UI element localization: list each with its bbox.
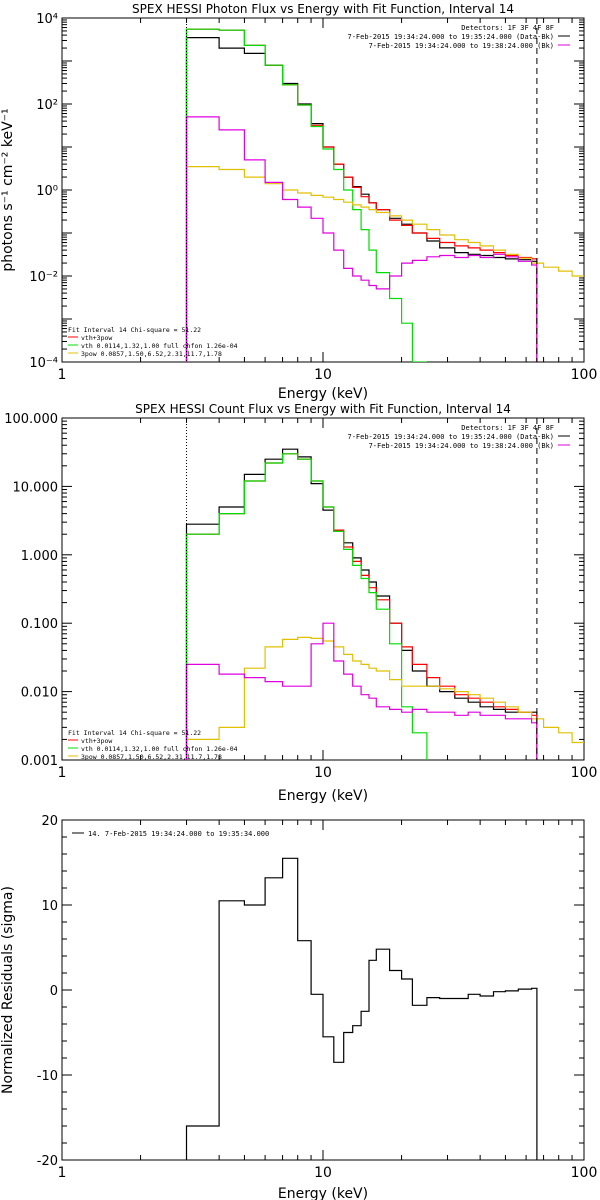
y-tick-label: 0 [50, 984, 58, 999]
fit-info-label: Fit Interval 14 Chi-square = 51.22 [68, 729, 201, 737]
series-line-5 [185, 622, 538, 760]
y-tick-label: 10⁻⁴ [29, 356, 58, 371]
y-axis-label: Normalized Residuals (sigma) [0, 886, 16, 1094]
x-axis-label: Energy (keV) [278, 1186, 368, 1200]
y-tick-label: 10² [36, 98, 58, 113]
x-tick-label: 10 [314, 1165, 332, 1181]
y-tick-label: 0.010 [21, 686, 58, 701]
y-tick-label: 10⁰ [36, 184, 58, 199]
x-tick-label: 100 [571, 1165, 598, 1181]
legend-entry: 3pow 0.0857,1.50,6.52,2.31,11.7,1.78 [81, 350, 222, 358]
legend-entry: 3pow 0.0857,1.50,6.52,2.31,11.7,1.78 [81, 753, 222, 761]
chart-title: SPEX HESSI Photon Flux vs Energy with Fi… [132, 2, 514, 16]
x-tick-label: 100 [571, 765, 598, 781]
y-tick-label: 0.001 [21, 754, 58, 769]
y-tick-label: 10⁻² [29, 270, 58, 285]
y-tick-label: 10⁴ [36, 12, 58, 27]
legend-entry: 7-Feb-2015 19:34:24.000 to 19:35:24.000 … [347, 433, 554, 441]
y-tick-label: -20 [37, 1154, 58, 1169]
x-tick-label: 100 [571, 367, 598, 383]
y-tick-label: 20 [41, 814, 58, 829]
y-tick-label: 0.100 [21, 617, 58, 632]
x-tick-label: 1 [58, 1165, 67, 1181]
detectors-label: Detectors: 1F 3F 4F 8F [461, 424, 554, 432]
y-tick-label: 10.000 [13, 480, 59, 495]
x-axis-label: Energy (keV) [278, 386, 368, 402]
chart-panel-1: SPEX HESSI Photon Flux vs Energy with Fi… [0, 2, 597, 402]
legend-entry: 14. 7-Feb-2015 19:34:24.000 to 19:35:34.… [88, 830, 269, 838]
x-tick-label: 1 [58, 765, 67, 781]
y-axis-label: photons s⁻¹ cm⁻² keV⁻¹ [0, 108, 16, 271]
series-line-2 [185, 28, 538, 362]
chart-panel-2: SPEX HESSI Count Flux vs Energy with Fit… [4, 402, 597, 804]
series-line-1 [185, 448, 538, 760]
legend-entry: vth 0.0114,1.32,1.00 full chfon 1.26e-04 [81, 342, 238, 350]
plot-frame [61, 819, 585, 1161]
series-line-3 [185, 453, 428, 760]
series-line-1 [185, 37, 538, 362]
series-line-1 [185, 857, 538, 1160]
detectors-label: Detectors: 1F 3F 4F 8F [461, 24, 554, 32]
series-line-3 [185, 28, 427, 362]
series-line-4 [185, 636, 584, 760]
chart-title: SPEX HESSI Count Flux vs Energy with Fit… [135, 402, 511, 416]
x-tick-label: 10 [314, 367, 332, 383]
series-line-2 [185, 453, 538, 760]
legend-entry: 7-Feb-2015 19:34:24.000 to 19:38:24.000 … [369, 442, 554, 450]
legend-entry: 7-Feb-2015 19:34:24.000 to 19:38:24.000 … [369, 42, 554, 50]
y-tick-label: 100.000 [4, 412, 58, 427]
plot-frame [61, 17, 585, 363]
series-line-5 [185, 116, 538, 362]
legend-entry: vth+3pow [81, 737, 112, 745]
y-tick-label: -10 [37, 1069, 58, 1084]
legend-entry: 7-Feb-2015 19:34:24.000 to 19:35:24.000 … [347, 33, 554, 41]
chart-panel-3: 1 10 100 Energy (keV) -20 -10 0 10 20 Normalized … [0, 814, 597, 1200]
series-line-4 [185, 166, 584, 362]
x-tick-label: 10 [314, 765, 332, 781]
y-tick-label: 10 [41, 899, 58, 914]
y-tick-label: 1.000 [21, 549, 58, 564]
fit-info-label: Fit Interval 14 Chi-square = 51.22 [68, 326, 201, 334]
x-tick-label: 1 [58, 367, 67, 383]
legend-entry: vth+3pow [81, 334, 112, 342]
x-axis-label: Energy (keV) [278, 788, 368, 804]
legend-entry: vth 0.0114,1.32,1.00 full chfon 1.26e-04 [81, 745, 238, 753]
